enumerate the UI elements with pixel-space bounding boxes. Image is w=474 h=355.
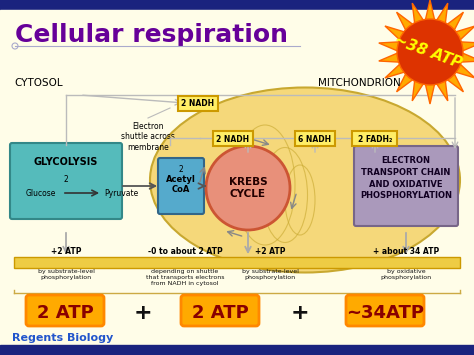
Bar <box>0 0 474 10</box>
Text: 2 NADH: 2 NADH <box>217 135 250 143</box>
Text: ~34ATP: ~34ATP <box>346 304 424 322</box>
Text: by oxidative
phosphorylation: by oxidative phosphorylation <box>381 269 431 280</box>
FancyBboxPatch shape <box>353 131 398 146</box>
Text: 2 ATP: 2 ATP <box>191 304 248 322</box>
Text: 2: 2 <box>179 165 183 174</box>
FancyBboxPatch shape <box>295 131 335 146</box>
Text: +: + <box>134 303 152 323</box>
Text: Glucose: Glucose <box>26 189 56 198</box>
Text: depending on shuttle
that transports electrons
from NADH in cytosol: depending on shuttle that transports ele… <box>146 269 224 286</box>
FancyBboxPatch shape <box>10 143 122 219</box>
Text: ~38 ATP: ~38 ATP <box>392 33 464 71</box>
Bar <box>14 257 460 268</box>
Circle shape <box>206 146 290 230</box>
Text: ELECTRON
TRANSPORT CHAIN
AND OXIDATIVE
PHOSPHORYLATION: ELECTRON TRANSPORT CHAIN AND OXIDATIVE P… <box>360 156 452 201</box>
FancyBboxPatch shape <box>178 95 218 110</box>
FancyBboxPatch shape <box>26 295 104 326</box>
Text: Cellular respiration: Cellular respiration <box>15 23 288 47</box>
Polygon shape <box>379 0 474 104</box>
Text: +: + <box>291 303 310 323</box>
Text: Acetyl
CoA: Acetyl CoA <box>166 175 196 195</box>
Text: Electron
shuttle across
membrane: Electron shuttle across membrane <box>121 122 175 152</box>
Text: MITCHONDRION: MITCHONDRION <box>318 78 401 88</box>
Text: by substrate-level
phosphorylation: by substrate-level phosphorylation <box>37 269 94 280</box>
Text: + about 34 ATP: + about 34 ATP <box>373 247 439 256</box>
Text: 2 ATP: 2 ATP <box>36 304 93 322</box>
Ellipse shape <box>150 87 460 273</box>
Text: -0 to about 2 ATP: -0 to about 2 ATP <box>147 247 222 256</box>
Text: 6 NADH: 6 NADH <box>299 135 331 143</box>
Text: +2 ATP: +2 ATP <box>255 247 285 256</box>
Bar <box>0 345 474 355</box>
Text: GLYCOLYSIS: GLYCOLYSIS <box>34 157 98 167</box>
Text: 2: 2 <box>64 175 68 184</box>
Text: +2 ATP: +2 ATP <box>51 247 81 256</box>
Text: 2 NADH: 2 NADH <box>182 99 215 109</box>
Text: Pyruvate: Pyruvate <box>104 189 138 198</box>
FancyBboxPatch shape <box>213 131 253 146</box>
Circle shape <box>397 19 463 85</box>
FancyBboxPatch shape <box>354 146 458 226</box>
Text: by substrate-level
phosphorylation: by substrate-level phosphorylation <box>242 269 299 280</box>
Text: 2 FADH₂: 2 FADH₂ <box>358 135 392 143</box>
FancyBboxPatch shape <box>158 158 204 214</box>
Text: Regents Biology: Regents Biology <box>12 333 113 343</box>
FancyBboxPatch shape <box>346 295 424 326</box>
Text: KREBS
CYCLE: KREBS CYCLE <box>228 177 267 199</box>
Text: CYTOSOL: CYTOSOL <box>14 78 63 88</box>
FancyBboxPatch shape <box>181 295 259 326</box>
